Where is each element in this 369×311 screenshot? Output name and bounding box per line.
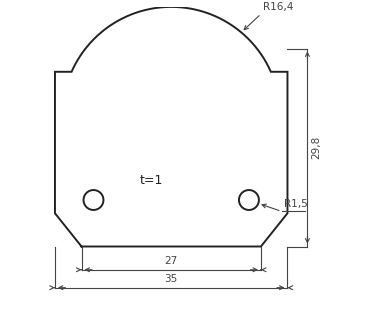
Text: R16,4: R16,4 bbox=[262, 2, 293, 12]
Text: 27: 27 bbox=[165, 257, 178, 267]
Text: R1,5: R1,5 bbox=[283, 199, 307, 209]
Text: 29,8: 29,8 bbox=[311, 136, 321, 159]
Text: t=1: t=1 bbox=[139, 174, 163, 187]
Polygon shape bbox=[55, 7, 287, 247]
Text: 35: 35 bbox=[165, 274, 178, 284]
